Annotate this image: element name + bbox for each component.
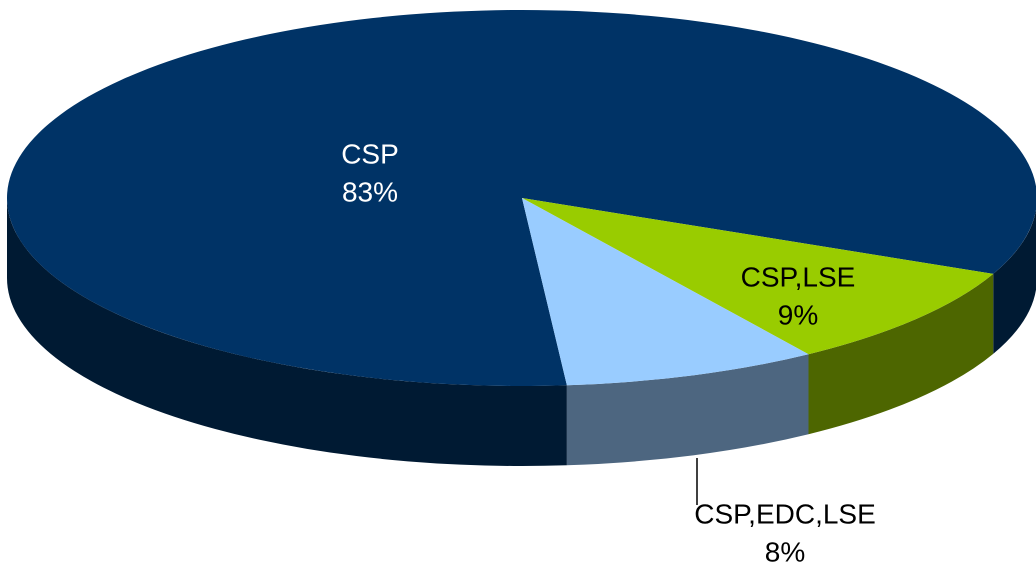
- pie-slice: [522, 198, 994, 355]
- slice-label: CSP,EDC,LSE: [694, 498, 876, 529]
- pie-tops: [7, 10, 1036, 386]
- pie-slice: [522, 198, 809, 386]
- pie-side: [566, 354, 809, 466]
- pie-side: [993, 209, 1036, 354]
- pie-side: [7, 198, 567, 467]
- pie-sides: [7, 198, 1036, 467]
- labels: CSP 83% CSP,LSE 9% CSP,EDC,LSE 8%: [341, 138, 876, 567]
- pie-side: [808, 273, 994, 435]
- slice-label: CSP,LSE: [741, 261, 856, 292]
- slice-label: CSP: [341, 138, 399, 169]
- slice-value-label: 9%: [778, 299, 818, 330]
- slice-value-label: 83%: [342, 176, 398, 207]
- slice-value-label: 8%: [765, 536, 805, 567]
- pie-slice: [7, 10, 1036, 386]
